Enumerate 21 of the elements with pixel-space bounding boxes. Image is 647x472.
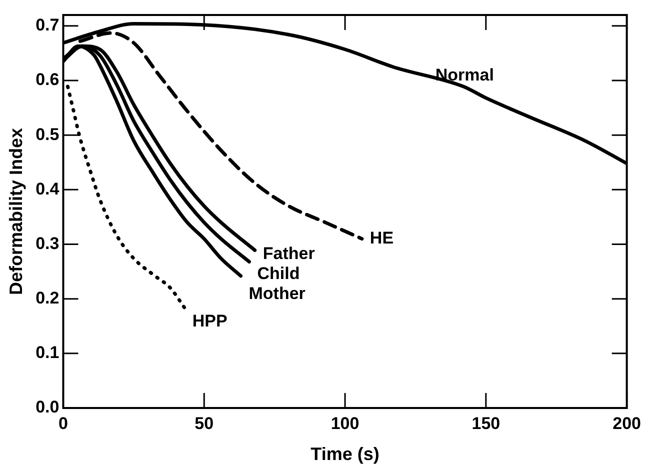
x-tick-label: 100 (330, 414, 360, 433)
y-tick-label: 0.7 (36, 16, 60, 35)
y-axis-title: Deformability Index (6, 128, 26, 296)
y-tick-label: 0.0 (36, 398, 60, 417)
series-label: Father (262, 244, 316, 263)
x-tick-label: 150 (472, 414, 500, 433)
y-tick-label: 0.5 (36, 124, 60, 144)
series-label: Normal (435, 66, 494, 85)
y-tick-label: 0.3 (36, 234, 60, 253)
y-tick-label: 0.1 (36, 343, 60, 362)
x-tick-label: 50 (194, 414, 214, 433)
series-label: Child (257, 264, 300, 283)
series-label: HPP (192, 311, 228, 330)
x-axis-title: Time (s) (310, 444, 380, 464)
series-label: Mother (248, 284, 306, 303)
y-tick-label: 0.4 (36, 179, 60, 198)
y-tick-label: 0.2 (36, 288, 60, 308)
x-tick-label: 200 (612, 414, 642, 433)
x-tick-label: 0 (58, 414, 68, 433)
y-tick-label: 0.6 (36, 70, 60, 90)
series-label: HE (370, 228, 394, 248)
